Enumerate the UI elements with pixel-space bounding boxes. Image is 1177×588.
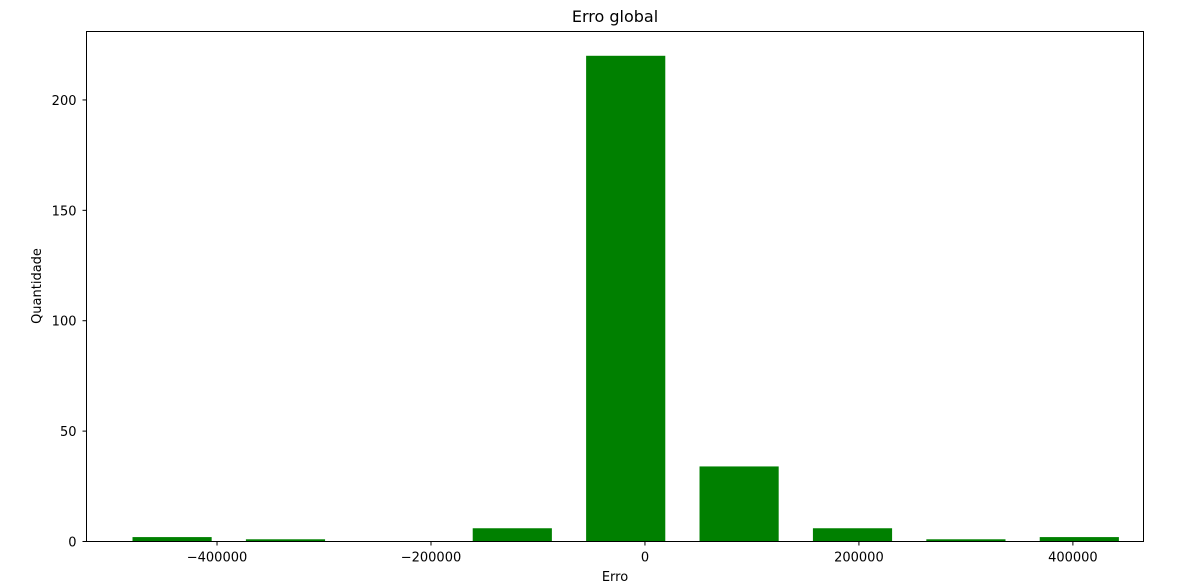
y-tick-label: 50 — [60, 425, 77, 440]
bar — [926, 539, 1006, 542]
bar — [245, 539, 326, 542]
y-tick-label: 100 — [52, 315, 77, 330]
x-tick-label: −200000 — [401, 551, 462, 566]
y-tick-label: 0 — [68, 536, 76, 551]
bar — [1039, 537, 1119, 542]
x-tick-label: −400000 — [187, 551, 248, 566]
x-axis-ticks: −400000 −200000 0 200000 400000 — [187, 541, 1098, 566]
bar — [472, 528, 552, 542]
x-tick-label: 0 — [641, 551, 649, 566]
bars-group — [132, 55, 1119, 542]
y-tick-label: 150 — [52, 204, 77, 219]
y-axis-label: Quantidade — [30, 248, 45, 324]
y-axis-ticks: 0 50 100 150 200 — [52, 94, 87, 551]
x-axis-label: Erro — [602, 570, 628, 585]
y-tick-label: 200 — [52, 94, 77, 109]
bar — [132, 537, 212, 542]
plot-area-frame — [86, 31, 1144, 542]
bar — [699, 466, 779, 542]
bar — [586, 55, 666, 542]
x-tick-label: 200000 — [834, 551, 884, 566]
x-tick-label: 400000 — [1048, 551, 1098, 566]
chart-title: Erro global — [572, 7, 658, 26]
bar — [812, 528, 893, 542]
